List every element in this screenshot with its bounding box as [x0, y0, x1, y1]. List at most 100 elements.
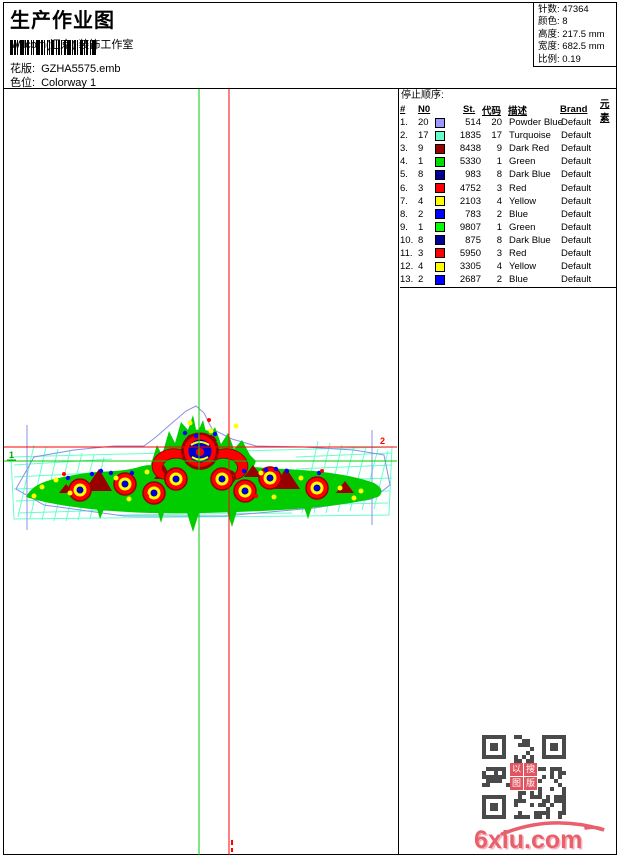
colorway-label: 色位:: [10, 77, 36, 89]
crosshair-lines: 1 2: [4, 89, 397, 855]
design-width: 宽度: 682.5 mm: [538, 41, 605, 53]
col-header-idx: #: [400, 104, 406, 115]
end-marker: 2: [380, 436, 385, 446]
color-swatch: [435, 235, 445, 246]
page-border: [3, 2, 617, 855]
cell-brand: Default: [561, 208, 592, 220]
cell-swatch: [435, 156, 454, 167]
cell-brand: Default: [561, 221, 592, 233]
table-row: 5. 8 983 8 Dark Blue Default: [400, 168, 617, 181]
cell-description: Green: [509, 156, 536, 168]
table-row: 9. 1 9807 1 Green Default: [400, 221, 617, 234]
cell-index: 9.: [400, 221, 408, 233]
cell-code: 1: [496, 221, 502, 233]
cell-index: 10.: [400, 234, 414, 246]
studio-name: Wilcom(汇京) 装饰工作室: [10, 39, 134, 51]
start-marker: 1: [9, 450, 14, 460]
cell-description: Turquoise: [509, 130, 551, 142]
col-header-st: St.: [463, 104, 476, 115]
table-row: 12. 4 3305 4 Yellow Default: [400, 260, 617, 273]
cell-stitches: 3305: [459, 261, 481, 273]
qr-finder-patterns: [482, 735, 566, 819]
color-swatch: [435, 156, 445, 167]
table-row: 2. 17 1835 17 Turquoise Default: [400, 129, 617, 142]
cell-code: 3: [496, 182, 502, 194]
table-row: 3. 9 8438 9 Dark Red Default: [400, 142, 617, 155]
colorway-row: 色位: Colorway 1: [10, 74, 96, 90]
cell-brand: Default: [561, 117, 592, 129]
color-swatch: [435, 130, 445, 141]
cell-index: 1.: [400, 117, 408, 129]
cell-stitches: 2103: [459, 195, 481, 207]
cell-stitches: 875: [465, 234, 481, 246]
table-row: 7. 4 2103 4 Yellow Default: [400, 195, 617, 208]
color-swatch: [435, 222, 445, 233]
header-divider: [3, 88, 617, 89]
cell-n0: 8: [418, 234, 424, 246]
cell-code: 3: [496, 247, 502, 259]
cell-swatch: [435, 183, 454, 194]
cell-stitches: 2687: [459, 274, 481, 286]
cell-swatch: [435, 274, 454, 285]
color-swatch: [435, 274, 445, 285]
cell-code: 8: [496, 234, 502, 246]
col-header-n0: N0: [418, 104, 431, 115]
ring-flowers: [68, 466, 329, 505]
cell-brand: Default: [561, 182, 592, 194]
col-header-code: 代码: [482, 105, 502, 117]
color-swatch: [435, 248, 445, 259]
col-header-desc: 描述: [508, 105, 528, 117]
cell-brand: Default: [561, 261, 592, 273]
cell-code: 9: [496, 143, 502, 155]
qr-center-stamp: 以搜图版: [510, 763, 538, 791]
cell-swatch: [435, 117, 454, 128]
color-swatch: [435, 143, 445, 154]
color-swatch: [435, 117, 445, 128]
cell-index: 4.: [400, 156, 408, 168]
cell-code: 4: [496, 195, 502, 207]
cell-description: Dark Blue: [509, 169, 551, 181]
barcode: [10, 40, 96, 55]
yellow-dots: [31, 420, 364, 502]
table-row: 6. 3 4752 3 Red Default: [400, 181, 617, 194]
cell-stitches: 1835: [459, 130, 481, 142]
cell-code: 2: [496, 208, 502, 220]
stop-sequence-title: 停止顺序:: [401, 90, 444, 101]
cell-swatch: [435, 261, 454, 272]
swoosh-icon: [500, 821, 605, 836]
header: 生产作业图 Wilcom(汇京) 装饰工作室: [10, 4, 390, 52]
col-header-brand: Brand: [560, 104, 588, 115]
cell-brand: Default: [561, 156, 592, 168]
cell-description: Blue: [509, 274, 529, 286]
cell-swatch: [435, 130, 454, 141]
red-dots: [62, 418, 324, 498]
cell-description: Red: [509, 182, 527, 194]
color-swatch: [435, 261, 445, 272]
cell-index: 6.: [400, 182, 408, 194]
site-watermark: 6xiu.com: [474, 820, 614, 856]
panel-divider: [398, 88, 399, 855]
cell-index: 8.: [400, 208, 408, 220]
page-title: 生产作业图: [10, 10, 115, 32]
table-header-row: # N0 St. 代码 描述 Brand 元素: [400, 99, 617, 124]
cell-code: 2: [496, 274, 502, 286]
cell-code: 1: [496, 156, 502, 168]
design-info-box: 针数: 47364 颜色: 8 高度: 217.5 mm 宽度: 682.5 m…: [533, 2, 617, 67]
cell-n0: 17: [418, 130, 429, 142]
cell-stitches: 783: [465, 208, 481, 220]
cell-n0: 2: [418, 208, 424, 220]
cell-swatch: [435, 222, 454, 233]
cell-stitches: 4752: [459, 182, 481, 194]
cell-stitches: 514: [465, 117, 481, 129]
table-row: 1. 20 514 20 Powder Blue Default: [400, 116, 617, 129]
table-row: 4. 1 5330 1 Green Default: [400, 155, 617, 168]
cell-code: 17: [491, 130, 502, 142]
cell-index: 12.: [400, 261, 414, 273]
cell-code: 8: [496, 169, 502, 181]
color-swatch: [435, 169, 445, 180]
site-name: 6xiu.com: [474, 826, 583, 854]
cell-index: 11.: [400, 247, 413, 259]
cell-code: 4: [496, 261, 502, 273]
cell-description: Dark Blue: [509, 234, 551, 246]
cell-n0: 3: [418, 182, 424, 194]
